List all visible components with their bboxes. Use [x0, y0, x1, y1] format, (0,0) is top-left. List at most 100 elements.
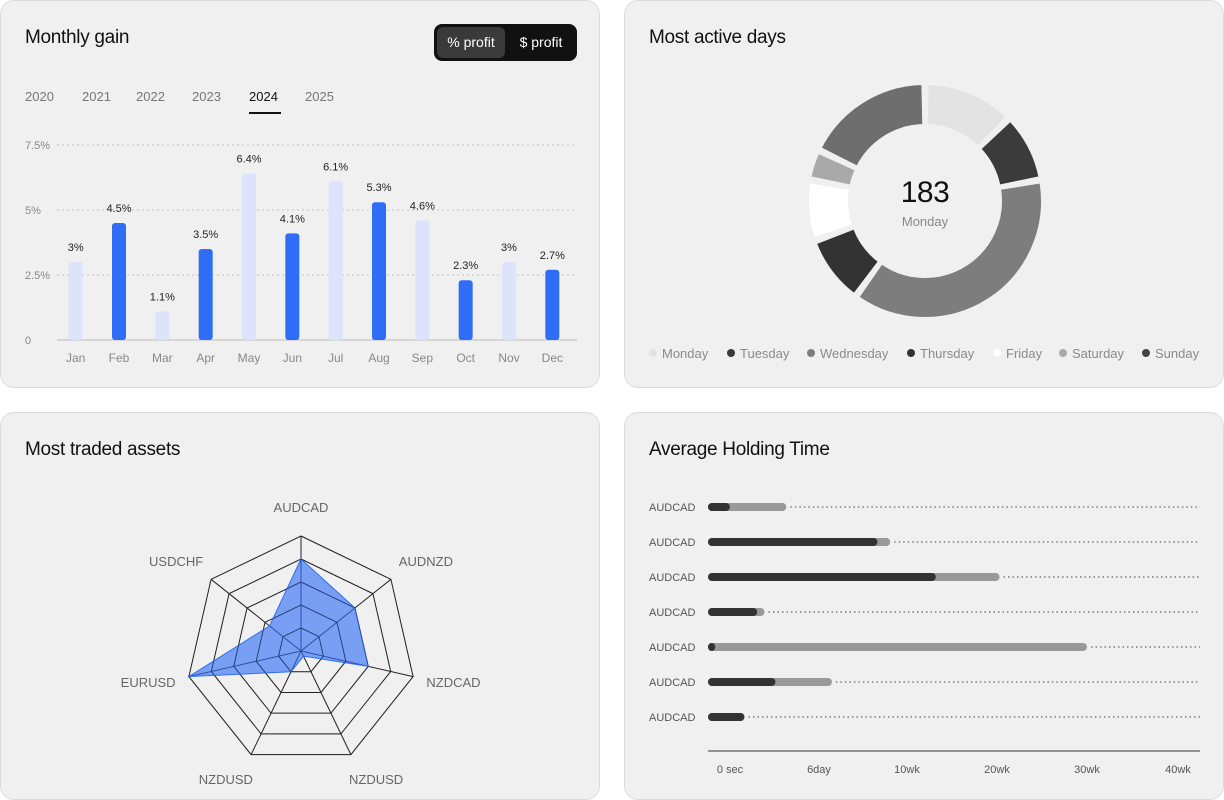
- monthly-gain-chart: 0 2.5% 5% 7.5% 3% Jan 4.5% Feb 1.1% Mar 3.5% Apr 6.4…: [25, 140, 577, 365]
- x-tick-label: Jan: [66, 351, 85, 365]
- legend-label: Tuesday: [740, 346, 790, 361]
- legend-dot-icon: [727, 349, 735, 357]
- donut-slice: [809, 151, 857, 187]
- year-tab-2022[interactable]: 2022: [136, 89, 165, 104]
- legend-dot-icon: [1142, 349, 1150, 357]
- profit-toggle: % profit $ profit: [434, 24, 577, 61]
- x-tick-label: Sep: [412, 351, 434, 365]
- most-active-days-card: Most active days 183 Monday Monday Tuesda…: [624, 0, 1224, 388]
- year-tab-2025[interactable]: 2025: [305, 89, 334, 104]
- year-tab-2020[interactable]: 2020: [25, 89, 54, 104]
- dollar-profit-button[interactable]: $ profit: [519, 34, 563, 50]
- row-label: AUDCAD: [649, 642, 696, 654]
- bar-segment: [708, 643, 716, 651]
- average-holding-time-title: Average Holding Time: [649, 439, 830, 460]
- bar-total: [708, 643, 1088, 651]
- legend-item: Sunday: [1142, 346, 1199, 361]
- donut-slice: [814, 227, 880, 296]
- y-tick-label: 5%: [25, 205, 41, 217]
- legend-label: Wednesday: [820, 346, 889, 361]
- bar-value-label: 1.1%: [150, 291, 175, 303]
- bar: [285, 233, 300, 340]
- most-traded-assets-title: Most traded assets: [25, 439, 181, 460]
- donut-center-value: 183: [900, 176, 950, 209]
- bar: [372, 202, 386, 340]
- x-tick-label: 6day: [807, 764, 831, 776]
- monthly-gain-card: Monthly gain % profit $ profit 2020 2021…: [0, 0, 600, 388]
- legend-label: Monday: [662, 346, 709, 361]
- bar: [458, 280, 473, 340]
- y-tick-label: 0: [25, 335, 31, 347]
- x-tick-label: 30wk: [1074, 764, 1100, 776]
- row-label: AUDCAD: [649, 572, 696, 584]
- y-tick-label: 7.5%: [25, 140, 50, 152]
- row-label: AUDCAD: [649, 677, 696, 689]
- x-tick-label: May: [238, 351, 261, 365]
- donut-slice: [925, 83, 1008, 148]
- year-tab-2024[interactable]: 2024: [249, 89, 278, 104]
- x-tick-label: Dec: [542, 351, 563, 365]
- bar: [545, 269, 560, 340]
- row-label: AUDCAD: [649, 537, 696, 549]
- bar: [112, 223, 126, 340]
- radar-axis-label: AUDNZD: [399, 554, 453, 569]
- radar-ring-overlay: [233, 581, 369, 714]
- bar: [198, 249, 213, 340]
- bar-value-label: 5.3%: [366, 182, 391, 194]
- radar-axis-label: NZDUSD: [199, 772, 253, 787]
- bar: [328, 181, 343, 340]
- row-label: AUDCAD: [649, 712, 696, 724]
- legend-label: Saturday: [1072, 346, 1125, 361]
- x-tick-label: Aug: [368, 351, 389, 365]
- most-traded-assets-chart: AUDCAD AUDNZD NZDCAD NZDUSD NZDUSD EURUSD USDC…: [121, 500, 481, 787]
- x-tick-label: 10wk: [894, 764, 920, 776]
- legend-dot-icon: [1059, 349, 1067, 357]
- donut-slice: [857, 181, 1043, 319]
- x-tick-label: Mar: [152, 351, 173, 365]
- y-tick-label: 2.5%: [25, 270, 50, 282]
- radar-axis-label: EURUSD: [121, 675, 176, 690]
- average-holding-time-chart: AUDCAD AUDCAD AUDCAD AUDCAD AUDCAD AUDCAD AUDC…: [649, 502, 1200, 776]
- legend-item: Monday: [649, 346, 708, 361]
- legend-item: Tuesday: [727, 346, 789, 361]
- legend-item: Thursday: [907, 346, 974, 361]
- bar-value-label: 2.7%: [540, 250, 565, 262]
- x-tick-label: Jun: [283, 351, 302, 365]
- bar-segment: [708, 503, 730, 511]
- bar: [242, 173, 256, 340]
- donut-legend: Monday Tuesday Wednesday Thursday Friday Satu…: [649, 346, 1209, 364]
- most-active-days-title: Most active days: [649, 27, 786, 48]
- bar-value-label: 3.5%: [193, 229, 218, 241]
- legend-label: Thursday: [920, 346, 975, 361]
- bar-value-label: 4.1%: [280, 213, 305, 225]
- bar-value-label: 6.1%: [323, 161, 348, 173]
- bar-value-label: 2.3%: [453, 260, 478, 272]
- x-tick-label: 20wk: [984, 764, 1010, 776]
- year-tab-2021[interactable]: 2021: [82, 89, 111, 104]
- x-tick-label: 40wk: [1165, 764, 1191, 776]
- donut-slice: [807, 181, 854, 240]
- most-active-days-chart: [807, 83, 1043, 319]
- bar-segment: [708, 608, 758, 616]
- radar-ring-overlay: [278, 627, 324, 673]
- legend-dot-icon: [807, 349, 815, 357]
- radar-ring-overlay: [255, 604, 347, 693]
- legend-dot-icon: [993, 349, 1001, 357]
- x-tick-label: Oct: [456, 351, 475, 365]
- bar-value-label: 4.6%: [410, 200, 435, 212]
- radar-spoke: [300, 650, 352, 755]
- year-tab-2023[interactable]: 2023: [192, 89, 221, 104]
- x-tick-label: Apr: [196, 351, 215, 365]
- percent-profit-button[interactable]: % profit: [437, 27, 505, 58]
- x-tick-label: Jul: [328, 351, 343, 365]
- donut-slice: [819, 83, 925, 168]
- average-holding-time-card: Average Holding Time AUDCAD AUDCAD AUDCAD A…: [624, 412, 1224, 800]
- x-tick-label: Nov: [498, 351, 519, 365]
- radar-ring-overlay: [210, 558, 392, 735]
- bar: [68, 262, 83, 340]
- x-tick-label: 0 sec: [717, 764, 744, 776]
- radar-axis-label: NZDCAD: [426, 675, 480, 690]
- legend-item: Saturday: [1059, 346, 1124, 361]
- bar-segment: [708, 713, 745, 721]
- radar-axis-label: USDCHF: [149, 554, 203, 569]
